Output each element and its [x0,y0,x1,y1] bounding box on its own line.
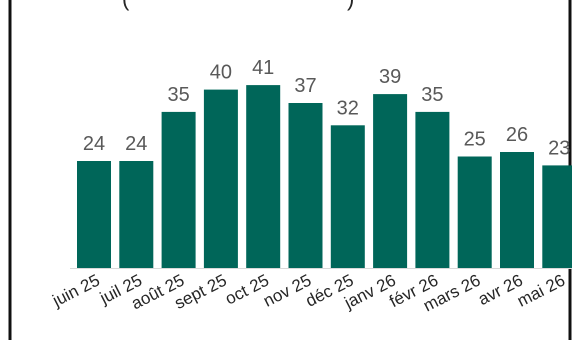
bar-11 [500,152,534,268]
bars-layer [77,85,572,269]
value-label-5: 41 [252,57,274,79]
value-label-11: 26 [506,124,528,146]
value-label-layer: 24 24 35 40 41 37 32 39 35 25 26 23 [83,57,571,159]
value-label-3: 35 [167,84,189,106]
bar-4 [203,89,238,268]
title-left-fragment: ( [122,0,130,11]
bar-5 [246,85,281,268]
bar-7 [330,125,365,268]
bar-10 [457,156,492,268]
value-label-10: 25 [464,129,486,151]
value-label-7: 32 [337,97,359,119]
bar-3 [161,111,196,269]
value-label-6: 37 [294,75,316,97]
x-tick-label-1: juin 25 [49,271,103,311]
title-right-fragment: ) [347,0,354,11]
bar-6 [288,103,323,268]
x-tick-label-12: mai 26 [514,271,568,311]
value-label-8: 39 [379,66,401,88]
x-tick-label-6: nov 25 [260,271,314,311]
value-label-9: 35 [421,84,443,106]
value-label-12: 23 [548,137,570,159]
bar-9 [415,111,450,269]
value-label-1: 24 [83,133,105,155]
bar-2 [119,161,154,268]
bar-12 [542,165,572,268]
bar-1 [77,161,111,268]
value-label-4: 40 [210,62,232,84]
value-label-2: 24 [125,133,147,155]
bar-8 [373,94,408,268]
